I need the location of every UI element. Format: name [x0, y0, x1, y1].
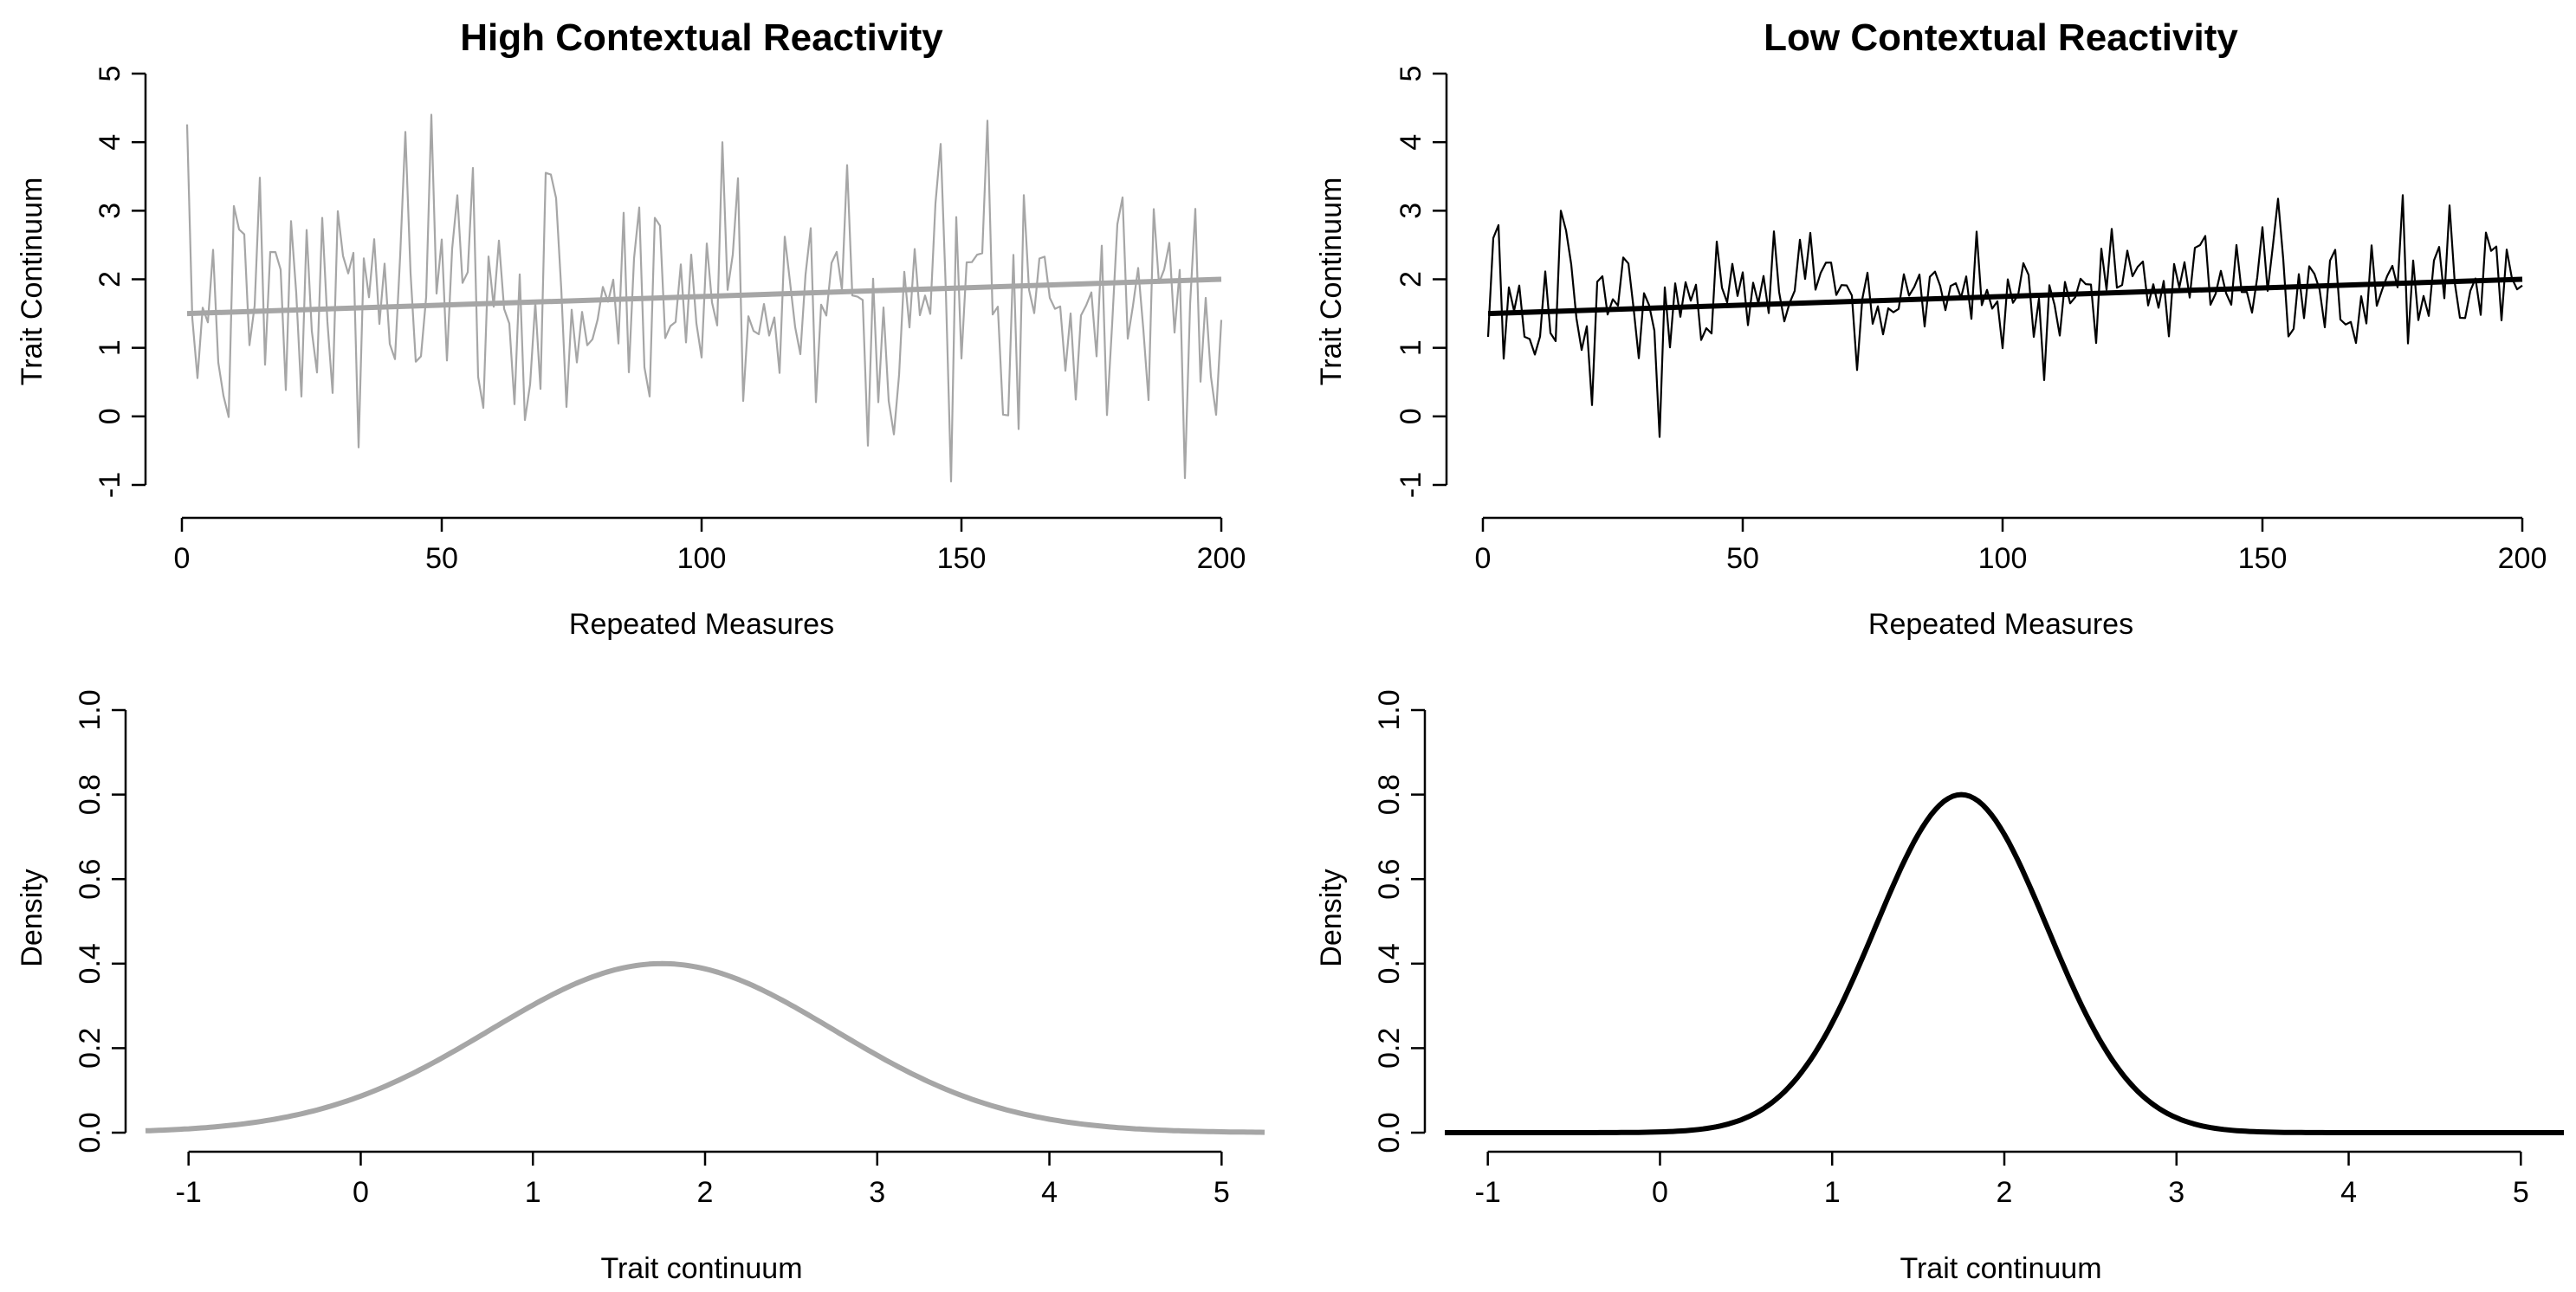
y-tick-label: 1.0: [1373, 689, 1406, 730]
x-tick-label: 1: [1824, 1176, 1841, 1209]
x-tick-label: 5: [2513, 1176, 2529, 1209]
y-tick-label: 5: [94, 66, 126, 82]
panel-high-reactivity-series: High Contextual Reactivity Repeated Meas…: [16, 16, 1246, 641]
y-tick-label: -1: [94, 472, 126, 498]
y-axis-label: Trait Continuum: [1315, 178, 1348, 386]
panel-low-reactivity-series: Low Contextual Reactivity Repeated Measu…: [1315, 16, 2547, 641]
y-tick-label: 0.4: [1373, 943, 1406, 984]
y-tick-label: 0: [94, 408, 126, 424]
y-tick-label: 0: [1395, 408, 1427, 424]
density-curve: [1445, 791, 2564, 1135]
y-tick-label: 3: [1395, 203, 1427, 219]
x-tick-label: -1: [1475, 1176, 1501, 1209]
data-layer: [185, 113, 1223, 483]
y-tick-label: 3: [94, 203, 126, 219]
panel-high-reactivity-density: Trait continuum Density -1 0 1 2 3 4 5 0.0 0.2 0.…: [16, 689, 1265, 1285]
y-tick-label: 5: [1395, 66, 1427, 82]
y-axis-label: Density: [1315, 869, 1348, 966]
data-layer: [1486, 194, 2523, 438]
x-tick-label: 0: [1652, 1176, 1668, 1209]
y-tick-label: 4: [94, 134, 126, 151]
x-axis-label: Trait continuum: [1900, 1252, 2101, 1285]
y-tick-label: 0.0: [1373, 1112, 1406, 1153]
density-curve: [145, 960, 1265, 1135]
ticks-layer: 0 50 100 150 200 -1 0 1 2 3 4 5: [1395, 66, 2547, 575]
panel-title: High Contextual Reactivity: [460, 16, 943, 59]
x-tick-label: 50: [425, 542, 458, 575]
x-tick-label: 200: [2498, 542, 2547, 575]
y-tick-label: 1: [94, 339, 126, 356]
x-tick-label: 4: [1041, 1176, 1058, 1209]
ticks-layer: -1 0 1 2 3 4 5 0.0 0.2 0.4 0.6 0.8 1.0: [1373, 689, 2529, 1209]
x-tick-label: 5: [1214, 1176, 1230, 1209]
y-axis-label: Density: [16, 869, 49, 966]
y-tick-label: 0.6: [74, 859, 107, 900]
panel-title: Low Contextual Reactivity: [1764, 16, 2238, 59]
panel-low-reactivity-density: Trait continuum Density -1 0 1 2 3 4 5 0.0 0.2 0.…: [1315, 689, 2564, 1285]
y-tick-label: 0.0: [74, 1112, 107, 1153]
x-tick-label: 4: [2340, 1176, 2357, 1209]
x-tick-label: 2: [1997, 1176, 2013, 1209]
y-tick-label: 2: [94, 271, 126, 287]
observation-series-line: [1486, 194, 2523, 438]
y-tick-label: 0.2: [1373, 1028, 1406, 1069]
x-tick-label: -1: [176, 1176, 202, 1209]
observation-series-line: [185, 113, 1223, 483]
x-tick-label: 0: [353, 1176, 369, 1209]
y-tick-label: 0.8: [74, 774, 107, 815]
ticks-layer: -1 0 1 2 3 4 5 0.0 0.2 0.4 0.6 0.8 1.0: [74, 689, 1230, 1209]
data-layer: [1445, 791, 2564, 1135]
y-tick-label: -1: [1395, 472, 1427, 498]
x-tick-label: 100: [1978, 542, 2028, 575]
y-axis-label: Trait Continuum: [16, 178, 49, 386]
y-tick-label: 0.8: [1373, 774, 1406, 815]
x-axis-label: Trait continuum: [600, 1252, 802, 1285]
x-tick-label: 150: [937, 542, 987, 575]
ticks-layer: 0 50 100 150 200 -1 0 1 2 3 4 5: [94, 66, 1246, 575]
data-layer: [145, 960, 1265, 1135]
trend-line: [186, 276, 1222, 317]
y-tick-label: 2: [1395, 271, 1427, 287]
x-tick-label: 0: [1475, 542, 1492, 575]
x-tick-label: 50: [1726, 542, 1759, 575]
y-tick-label: 1: [1395, 339, 1427, 356]
y-tick-label: 0.4: [74, 943, 107, 984]
x-tick-label: 3: [2168, 1176, 2184, 1209]
x-tick-label: 150: [2238, 542, 2288, 575]
y-tick-label: 1.0: [74, 689, 107, 730]
y-tick-label: 0.2: [74, 1028, 107, 1069]
trend-line: [1487, 276, 2523, 317]
x-axis-label: Repeated Measures: [569, 608, 834, 641]
y-tick-label: 4: [1395, 134, 1427, 151]
x-tick-label: 1: [525, 1176, 541, 1209]
y-tick-label: 0.6: [1373, 859, 1406, 900]
x-tick-label: 2: [697, 1176, 714, 1209]
x-axis-label: Repeated Measures: [1868, 608, 2133, 641]
x-tick-label: 3: [869, 1176, 885, 1209]
x-tick-label: 0: [174, 542, 191, 575]
x-tick-label: 100: [677, 542, 727, 575]
x-tick-label: 200: [1197, 542, 1246, 575]
